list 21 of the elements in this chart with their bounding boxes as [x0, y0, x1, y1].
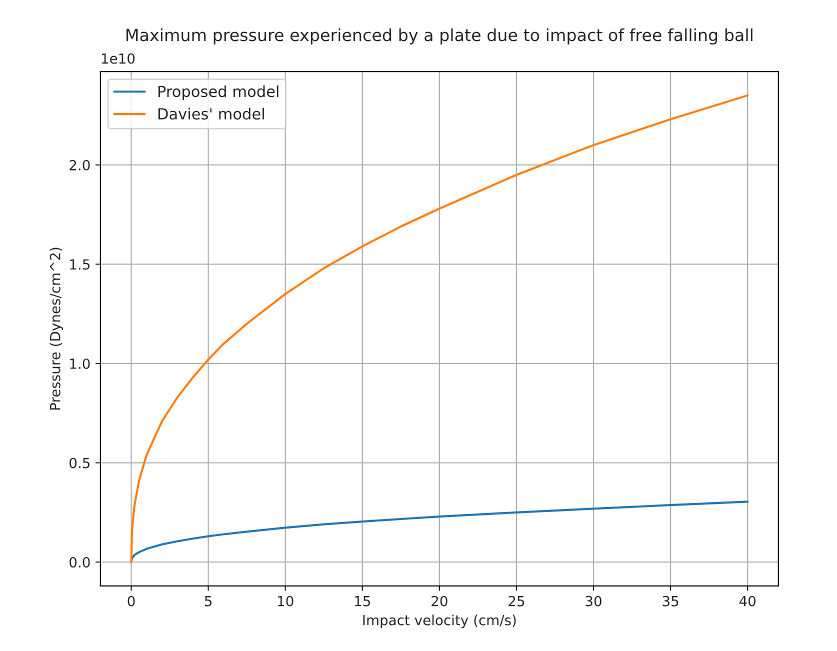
line-series — [130, 500, 749, 564]
y-tick-label: 2.0 — [70, 160, 90, 170]
x-tick-label: 10 — [278, 596, 294, 606]
legend-label: Davies' model — [158, 108, 264, 120]
x-tick-label: 25 — [508, 596, 524, 606]
x-axis-title: Impact velocity (cm/s) — [363, 614, 516, 628]
y-tick-label: 1.5 — [70, 259, 90, 270]
y-tick-label: 1.0 — [70, 358, 90, 369]
text: 1e10 — [102, 53, 135, 64]
x-tick-label: 5 — [204, 596, 212, 606]
y-tick-label: 0.5 — [70, 458, 90, 468]
x-tick-label: 30 — [586, 596, 602, 606]
y-axis-title: Pressure (Dynes/cm^2) — [50, 248, 64, 410]
legend-label: Proposed model — [158, 85, 278, 100]
x-tick-label: 0 — [128, 596, 135, 606]
chart-title: Maximum pressure experienced by a plate due to impact of free falling ball — [126, 28, 752, 45]
x-tick-label: 40 — [739, 596, 756, 606]
x-tick-label: 15 — [355, 596, 370, 606]
y-tick-label: 0.0 — [70, 557, 90, 568]
x-tick-label: 35 — [662, 596, 678, 606]
x-tick-label: 20 — [432, 596, 448, 606]
